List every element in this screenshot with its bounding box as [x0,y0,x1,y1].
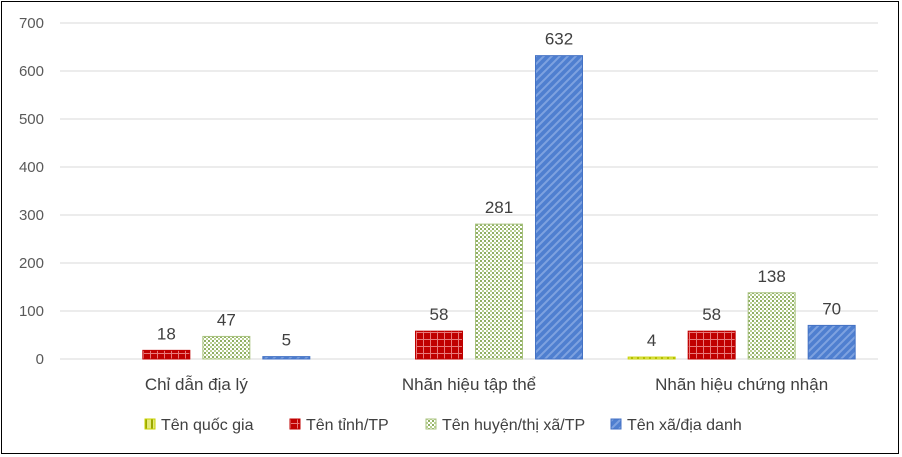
category-label: Chỉ dẫn địa lý [145,375,249,394]
legend: Tên quốc gia Tên tỉnh/TP Tên huyện/thị xã/… [144,417,742,434]
legend-label: Tên huyện/thị xã/TP [442,417,585,434]
y-tick-label: 400 [19,159,44,176]
legend-swatch [144,418,156,430]
x-axis: Chỉ dẫn địa lý Nhãn hiệu tập thể Nhãn hiệu… [145,375,828,394]
gridlines [60,22,878,360]
y-tick-label: 700 [19,15,44,32]
data-label: 70 [822,299,841,318]
bar [475,223,523,360]
y-tick-label: 300 [19,207,44,224]
data-labels: 18 47 5 58 281 632 4 58 138 70 [157,30,841,350]
data-label: 18 [157,324,176,343]
y-tick-label: 100 [19,303,44,320]
data-label: 138 [757,267,785,286]
bar [415,330,463,360]
bars [142,55,856,360]
legend-swatch [610,418,622,430]
bar [262,356,311,360]
bar [807,324,856,360]
data-label: 58 [702,305,721,324]
legend-label: Tên tỉnh/TP [306,417,389,434]
y-tick-label: 0 [36,351,44,368]
data-label: 5 [282,331,291,350]
data-label: 58 [430,305,449,324]
bar [747,292,796,360]
y-tick-label: 600 [19,63,44,80]
data-label: 632 [545,30,573,49]
data-label: 4 [647,331,656,350]
legend-label: Tên quốc gia [161,417,254,434]
bar [627,356,676,360]
y-tick-label: 500 [19,111,44,128]
bar [687,330,736,360]
legend-swatch [289,418,301,430]
y-axis: 0 100 200 300 400 500 600 700 [19,15,44,368]
data-label: 281 [485,198,513,217]
data-label: 47 [217,310,236,329]
bar [202,335,251,360]
legend-label: Tên xã/địa danh [627,417,742,434]
category-label: Nhãn hiệu chứng nhận [655,375,828,394]
bar [535,55,583,360]
bar [142,349,191,360]
y-tick-label: 200 [19,255,44,272]
legend-swatch [425,418,437,430]
category-label: Nhãn hiệu tập thể [402,375,536,394]
